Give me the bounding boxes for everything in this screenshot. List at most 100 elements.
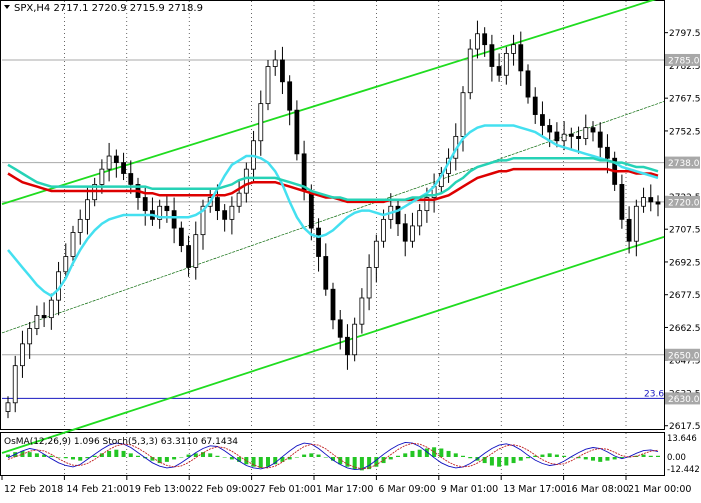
- osma-bar: [403, 453, 408, 457]
- candle-bull: [373, 240, 379, 268]
- osma-bar: [547, 453, 552, 457]
- osma-bar: [388, 457, 393, 460]
- candle-bear: [482, 33, 488, 46]
- price-tick-label: 2767.5: [669, 95, 701, 105]
- osma-bar: [576, 457, 581, 459]
- time-tick-label: 16 Mar 08:00: [566, 484, 629, 495]
- time-tick-label: 1 Mar 17:00: [316, 484, 373, 495]
- osma-bar: [482, 457, 487, 464]
- trend-channel: [1, 0, 665, 454]
- price-tick-label: 2752.5: [669, 127, 701, 137]
- oscillator-pane: 13.646 0.00 -12.442: [6, 434, 700, 475]
- osma-bar: [6, 454, 10, 457]
- fibonacci-level-label: 23.6: [644, 389, 664, 399]
- osma-bar: [533, 455, 538, 457]
- time-axis: 12 Feb 2018 14 Feb 21:00 19 Feb 13:00 22 Fe…: [1, 476, 691, 495]
- osma-bar: [78, 457, 83, 461]
- candle-bull: [503, 53, 509, 76]
- osma-bar: [244, 457, 249, 465]
- candle-bull: [99, 168, 105, 185]
- osma-bar: [511, 457, 516, 464]
- indicator-pane-frame: [0, 432, 665, 476]
- osma-bar: [648, 455, 653, 457]
- price-tick-label: 2662.5: [669, 324, 701, 334]
- channel-middle-line: [1, 101, 665, 334]
- candle-bull: [381, 218, 386, 242]
- candle-bear: [222, 210, 228, 220]
- dropdown-triangle-icon[interactable]: [4, 5, 10, 9]
- time-tick-label: 19 Feb 13:00: [129, 484, 191, 495]
- osma-bar: [323, 457, 328, 458]
- price-label-text: 2630.0: [668, 395, 700, 405]
- candle-bull: [85, 199, 90, 220]
- candle-bull: [243, 168, 249, 194]
- price-label-box: [665, 156, 700, 169]
- price-label-box: [665, 348, 700, 361]
- candle-bear: [294, 109, 300, 155]
- symbol-header: SPX,H4 2717.1 2720.9 2715.9 2718.9: [14, 3, 203, 14]
- stochastic-signal-line: [7, 442, 659, 470]
- osma-bar: [99, 453, 104, 457]
- candle-bull: [633, 205, 639, 242]
- candle-bull: [424, 197, 430, 212]
- candle-bear: [186, 245, 191, 268]
- oscillator-tick-label: 0.00: [667, 453, 686, 463]
- candle-bear: [308, 190, 314, 229]
- candle-bear: [330, 288, 336, 321]
- candle-bull: [265, 66, 271, 105]
- osma-bar: [591, 457, 595, 461]
- candle-bear: [402, 223, 408, 242]
- candle-bull: [106, 155, 112, 170]
- candle-bull: [352, 323, 358, 356]
- osma-bar: [641, 454, 646, 457]
- osma-bar: [34, 453, 39, 457]
- osma-bar: [121, 450, 126, 457]
- candle-bull: [583, 127, 589, 139]
- osma-bar: [128, 453, 133, 457]
- time-tick-label: 22 Feb 09:00: [191, 484, 253, 495]
- candle-bull: [20, 343, 25, 367]
- price-tick-label: 2782.5: [669, 62, 701, 72]
- osma-bar: [612, 457, 617, 460]
- price-tick-label: 2647.5: [669, 357, 701, 367]
- candle-bear: [128, 173, 134, 185]
- candle-bear: [597, 131, 603, 148]
- candle-bear: [655, 201, 661, 205]
- candle-bull: [475, 33, 480, 50]
- candle-bull: [272, 59, 278, 67]
- time-tick-label: 6 Mar 09:00: [378, 484, 435, 495]
- horizontal-levels: 23.6: [2, 59, 664, 399]
- osma-bar: [345, 457, 350, 467]
- osma-bar: [359, 457, 364, 471]
- candle-bear: [345, 336, 350, 356]
- osma-bar: [63, 457, 68, 459]
- candle-bull: [193, 234, 199, 268]
- osma-bar: [504, 457, 509, 466]
- time-tick-label: 9 Mar 01:00: [441, 484, 498, 495]
- osma-bar: [42, 454, 47, 457]
- osma-bar: [374, 457, 379, 467]
- osma-bar: [179, 457, 184, 458]
- price-tick-label: 2677.5: [669, 291, 701, 301]
- price-label-box: [665, 195, 700, 208]
- osma-bar: [562, 455, 567, 457]
- osma-bar: [627, 457, 632, 458]
- time-tick-label: 13 Mar 17:00: [503, 484, 566, 495]
- osma-bar: [164, 457, 169, 462]
- candle-bear: [489, 44, 495, 67]
- oscillator-tick-label: -12.442: [667, 465, 700, 475]
- candle-bull: [48, 299, 54, 319]
- osma-bar: [49, 455, 54, 457]
- candle-bull: [460, 92, 466, 137]
- price-tick-label: 2617.5: [669, 422, 701, 432]
- price-tick-label: 2707.5: [669, 226, 701, 236]
- indicator-header: OsMA(12,26,9) 1.096 Stoch(5,3,3) 63.3110…: [4, 437, 238, 447]
- candle-bear: [215, 197, 220, 212]
- price-tick-label: 2797.5: [669, 29, 701, 39]
- osma-bar: [215, 455, 220, 457]
- osma-bar: [150, 457, 155, 461]
- channel-lower-line: [1, 235, 665, 454]
- candle-bear: [605, 146, 610, 159]
